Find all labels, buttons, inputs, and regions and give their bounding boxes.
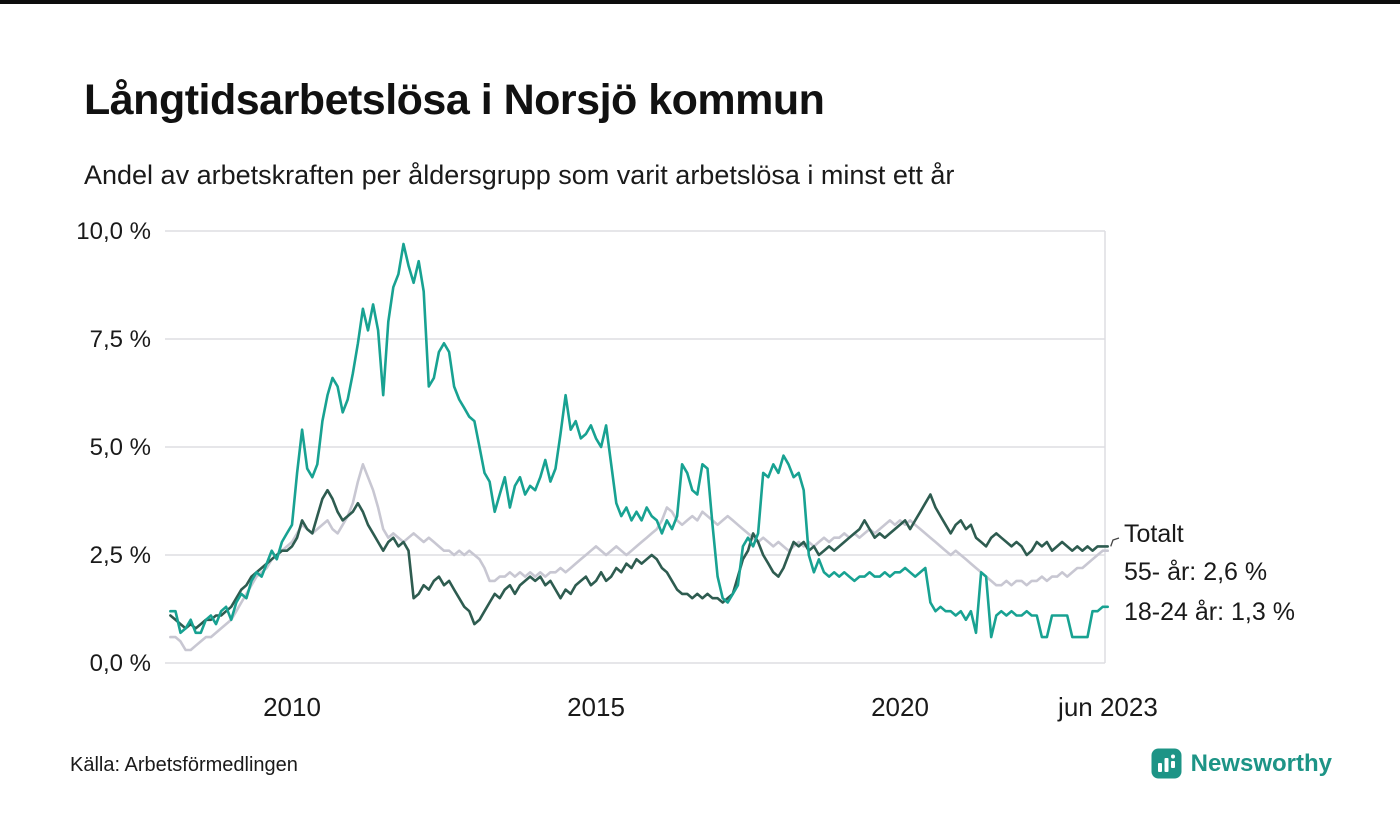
series-end-label-55--år: 55- år: 2,6 % [1124,558,1267,586]
y-tick-label: 0,0 % [90,650,151,677]
series-line-55--år [169,463,1109,652]
x-tick-label: 2020 [871,692,929,722]
y-tick-label: 7,5 % [90,326,151,353]
y-tick-label: 10,0 % [76,218,151,245]
x-tick-label: jun 2023 [1057,692,1158,722]
newsworthy-logo: Newsworthy [1151,748,1332,779]
series-line-18-24-år [169,242,1109,639]
x-tick-label: 2010 [263,692,321,722]
chart-title: Långtidsarbetslösa i Norsjö kommun [84,76,825,124]
series-end-label-18-24-år: 18-24 år: 1,3 % [1124,598,1295,626]
series-line-totalt [169,488,1109,630]
chart-subtitle: Andel av arbetskraften per åldersgrupp s… [84,160,955,190]
label-connector [1110,537,1120,547]
line-chart: 0,0 % 2,5 % 5,0 % 7,5 % 10,0 % 2010 2015 2020 ju… [76,218,1295,722]
bar-chart-icon [1151,748,1182,779]
x-tick-label: 2015 [567,692,625,722]
series-end-label-totalt: Totalt [1124,520,1184,548]
y-tick-label: 5,0 % [90,434,151,461]
brand-name: Newsworthy [1190,749,1332,777]
y-tick-label: 2,5 % [90,542,151,569]
source-note: Källa: Arbetsförmedlingen [70,754,298,776]
